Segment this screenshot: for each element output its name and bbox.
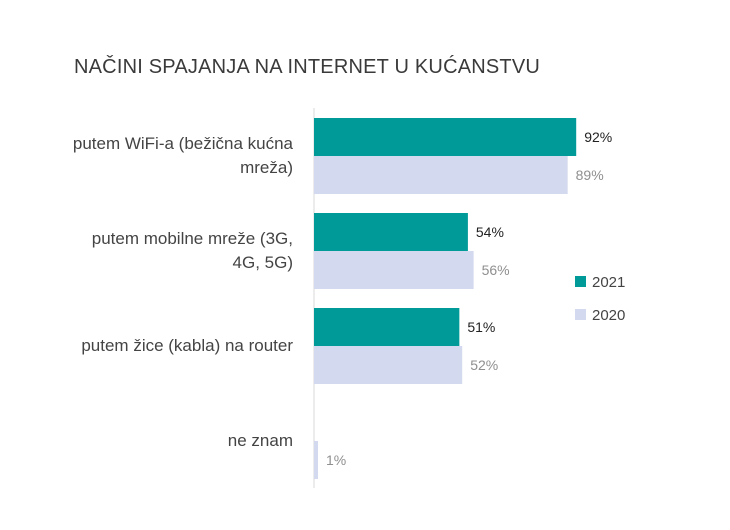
- category-label: putem mobilne mreže (3G,: [92, 229, 293, 248]
- data-label-2020: 52%: [470, 357, 498, 373]
- data-label-2021: 51%: [467, 319, 495, 335]
- bar-2020: [314, 251, 474, 289]
- data-label-2021: 54%: [476, 224, 504, 240]
- bar-2020: [314, 156, 568, 194]
- bar-2021: [314, 308, 460, 346]
- data-label-2020: 89%: [576, 167, 604, 183]
- category-label: mreža): [240, 158, 293, 177]
- data-label-2020: 1%: [326, 452, 346, 468]
- chart-title: NAČINI SPAJANJA NA INTERNET U KUĆANSTVU: [74, 56, 541, 78]
- data-label-2020: 56%: [482, 262, 510, 278]
- category-label: putem WiFi-a (bežična kućna: [73, 134, 294, 153]
- category-label: 4G, 5G): [233, 253, 293, 272]
- bar-2020: [314, 441, 318, 479]
- legend-label-2021: 2021: [592, 274, 625, 291]
- legend-label-2020: 2020: [592, 307, 625, 324]
- category-label: putem žice (kabla) na router: [81, 336, 293, 355]
- category-label: ne znam: [228, 431, 293, 450]
- bar-2021: [314, 213, 468, 251]
- data-label-2021: 92%: [584, 129, 612, 145]
- legend-swatch-2021: [575, 276, 586, 287]
- bar-2021: [314, 118, 577, 156]
- bar-2020: [314, 346, 463, 384]
- legend-swatch-2020: [575, 309, 586, 320]
